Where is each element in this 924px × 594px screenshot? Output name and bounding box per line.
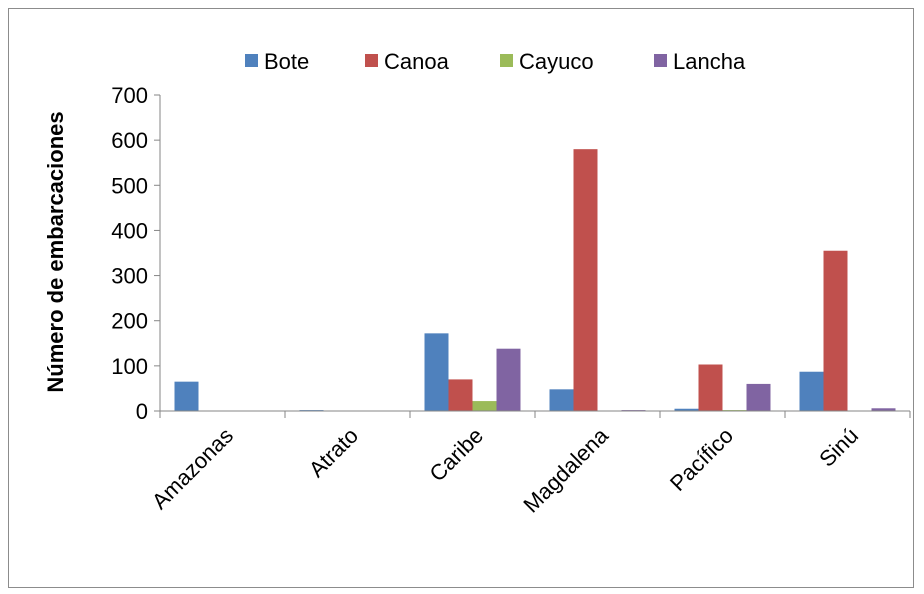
y-tick-label: 700 xyxy=(111,83,148,108)
x-tick-label: Sinú xyxy=(814,423,863,472)
legend-swatch-lancha xyxy=(654,54,667,67)
y-tick-label: 200 xyxy=(111,309,148,334)
bar-lancha-4 xyxy=(746,383,771,411)
y-axis-title: Número de embarcaciones xyxy=(43,111,68,392)
bar-lancha-5 xyxy=(871,408,896,411)
bar-bote-5 xyxy=(799,371,824,411)
bar-bote-4 xyxy=(674,408,699,411)
bar-bote-2 xyxy=(424,333,449,411)
y-tick-label: 100 xyxy=(111,354,148,379)
bar-bote-3 xyxy=(549,389,574,411)
legend-label-lancha: Lancha xyxy=(673,49,746,74)
y-tick-label: 600 xyxy=(111,128,148,153)
legend: Bote Canoa Cayuco Lancha xyxy=(245,49,746,74)
legend-swatch-cayuco xyxy=(500,54,513,67)
x-tick-label: Magdalena xyxy=(518,422,613,517)
legend-swatch-bote xyxy=(245,54,258,67)
x-tick-label: Caribe xyxy=(425,423,489,487)
y-axis: 0 100 200 300 400 500 600 700 xyxy=(111,83,160,424)
axes xyxy=(159,95,911,418)
x-tick-label: Atrato xyxy=(304,423,363,482)
y-tick-label: 400 xyxy=(111,218,148,243)
x-axis: Amazonas Atrato Caribe Magdalena Pacífico Sin… xyxy=(147,422,863,517)
bar-bote-0 xyxy=(174,381,199,411)
bar-canoa-2 xyxy=(448,379,473,411)
bar-canoa-5 xyxy=(823,250,848,411)
x-tick-label: Pacífico xyxy=(665,423,738,496)
legend-label-cayuco: Cayuco xyxy=(519,49,594,74)
bar-cayuco-2 xyxy=(472,401,497,411)
y-tick-label: 500 xyxy=(111,173,148,198)
legend-label-canoa: Canoa xyxy=(384,49,450,74)
bar-canoa-3 xyxy=(573,149,598,412)
bar-lancha-2 xyxy=(496,348,521,411)
y-tick-label: 0 xyxy=(136,399,148,424)
chart-area xyxy=(8,8,914,588)
legend-label-bote: Bote xyxy=(264,49,309,74)
y-tick-label: 300 xyxy=(111,264,148,289)
bars xyxy=(174,149,896,412)
legend-swatch-canoa xyxy=(365,54,378,67)
x-tick-label: Amazonas xyxy=(147,423,238,514)
bar-canoa-4 xyxy=(698,364,723,411)
